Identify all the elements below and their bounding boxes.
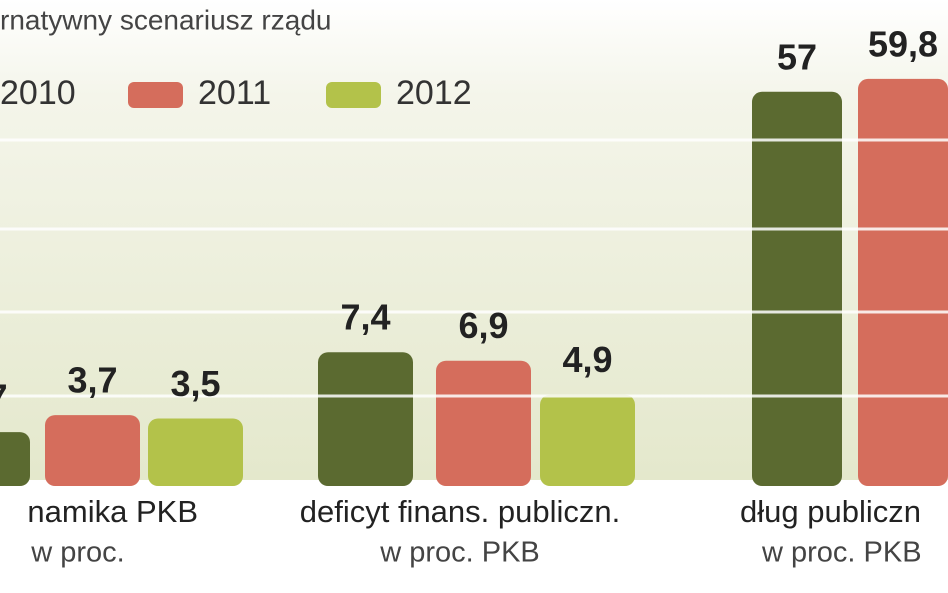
labels: 2,7 7,4 57 3,7 6,9 59,8 3,5 4,9 2010 2011 2012 nami… [0,23,938,568]
label-background [0,480,948,593]
value-label: 59,8 [868,23,938,64]
bar [148,418,243,486]
category-unit: w proc. PKB [379,537,540,569]
category-label: namika PKB [27,494,198,529]
chart-title: rnatywny scenariusz rządu [0,4,331,35]
value-label: 3,5 [170,363,220,404]
bar [0,432,30,486]
value-label: 4,9 [562,339,612,380]
value-label: 3,7 [67,360,117,401]
bar [436,360,531,486]
value-label: 57 [777,36,817,77]
bar [752,91,842,487]
bar [318,352,413,486]
legend-swatch [128,82,183,108]
value-label: 7,4 [340,297,390,338]
legend-label: 2011 [198,74,271,112]
value-label: 6,9 [458,305,508,346]
category-unit: w proc. PKB [761,537,922,569]
category-label: dług publiczn [740,494,921,529]
bar [858,78,948,487]
category-label: deficyt finans. publiczn. [300,494,621,529]
legend-label: 2012 [396,74,472,112]
marks [0,78,948,487]
legend-swatch [326,82,381,108]
grid-lines [0,138,948,398]
bar [540,394,635,486]
legend-label: 2010 [0,74,76,112]
bar [45,415,140,486]
category-unit: w proc. [30,537,124,569]
value-label: 2,7 [0,377,8,418]
